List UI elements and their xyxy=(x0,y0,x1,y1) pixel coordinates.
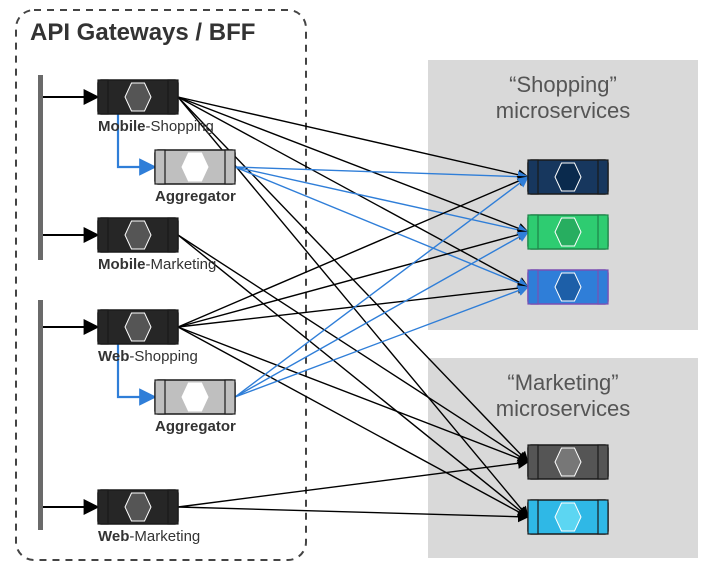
node-svc_a xyxy=(528,160,608,194)
shopping_group-title-2: microservices xyxy=(496,98,630,123)
marketing_group-title-2: microservices xyxy=(496,396,630,421)
node-svc_d xyxy=(528,445,608,479)
node-svc_e xyxy=(528,500,608,534)
node-mobile_marketing: Mobile-Marketing xyxy=(98,218,216,273)
node-web_marketing: Web-Marketing xyxy=(98,490,200,545)
bar_web xyxy=(38,300,43,530)
marketing_group-title-1: “Marketing” xyxy=(507,370,618,395)
node-svc_c xyxy=(528,270,608,304)
architecture-diagram: API Gateways / BFF“Shopping”microservice… xyxy=(0,0,718,574)
node-aggregator1: Aggregator xyxy=(155,150,236,205)
shopping_group-title-1: “Shopping” xyxy=(509,72,617,97)
node-svc_b xyxy=(528,215,608,249)
node-label-mobile_marketing: Mobile-Marketing xyxy=(98,256,216,273)
node-label-aggregator1: Aggregator xyxy=(155,188,236,205)
node-label-web_shopping: Web-Shopping xyxy=(98,348,198,365)
bar_mobile xyxy=(38,75,43,260)
bff-title: API Gateways / BFF xyxy=(30,19,255,46)
node-label-mobile_shopping: Mobile-Shopping xyxy=(98,118,214,135)
node-aggregator2: Aggregator xyxy=(155,380,236,435)
node-web_shopping: Web-Shopping xyxy=(98,310,198,365)
node-label-aggregator2: Aggregator xyxy=(155,418,236,435)
node-label-web_marketing: Web-Marketing xyxy=(98,528,200,545)
